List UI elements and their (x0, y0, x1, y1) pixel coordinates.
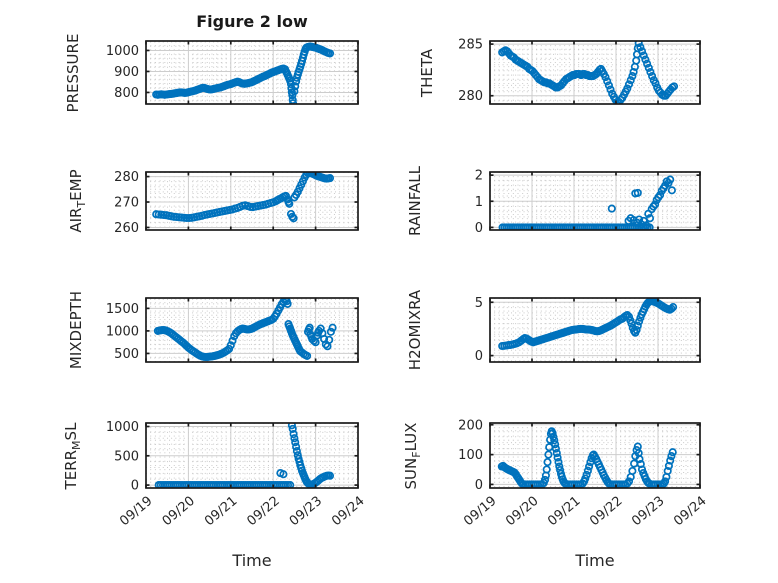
pressure-ytick-label: 800 (114, 86, 139, 101)
rainfall-ytick-labels: 0 1 2 (475, 169, 483, 236)
subplot-sunflux: 0 100 200 09/19 09/20 09/21 09/22 09/23 09/24 (458, 418, 709, 529)
terrmsl-xtick-label: 09/24 (329, 494, 367, 530)
terrmsl-ylabel-part: M (70, 439, 83, 450)
airtemp-axes-frame (145, 171, 359, 231)
sunflux-xtick-labels: 09/19 09/20 09/21 09/22 09/23 09/24 (461, 494, 709, 530)
pressure-ytick-labels: 800 900 1000 (106, 44, 139, 101)
terrmsl-data-markers (154, 423, 335, 488)
sunflux-xtick-label: 09/22 (587, 494, 625, 530)
rainfall-ytick-label: 1 (475, 195, 483, 210)
rainfall-minor-grid (490, 172, 700, 230)
sunflux-ylabel-part: SUN (402, 457, 420, 489)
terrmsl-ytick-labels: 0 500 1000 (106, 420, 139, 494)
terrmsl-axes-frame (145, 422, 359, 489)
subplot-theta: 280 285 (458, 38, 701, 105)
terrmsl-xtick-labels: 09/19 09/20 09/21 09/22 09/23 09/24 (117, 494, 367, 530)
rainfall-ylabel-part: RAINFALL (406, 166, 424, 236)
sunflux-ytick-labels: 0 100 200 (458, 418, 483, 493)
theta-ytick-label: 285 (458, 38, 483, 53)
airtemp-ytick-label: 280 (114, 170, 139, 185)
airtemp-ylabel-part: EMP (67, 169, 85, 201)
terrmsl-ytick-label: 1000 (106, 420, 139, 435)
sunflux-xtick-label: 09/21 (545, 494, 583, 530)
terrmsl-ytick-label: 500 (114, 449, 139, 464)
terrmsl-xtick-label: 09/22 (244, 494, 282, 530)
sunflux-xtick-label: 09/20 (503, 494, 541, 530)
sunflux-ylabel-part: F (410, 450, 423, 458)
mixdepth-ytick-label: 1500 (106, 302, 139, 317)
sunflux-xtick-label: 09/23 (629, 494, 667, 530)
mixdepth-ytick-label: 1000 (106, 324, 139, 339)
rainfall-data-markers (498, 175, 676, 230)
terrmsl-ylabel-part: SL (62, 422, 80, 440)
h2omixra-axes-frame (489, 297, 701, 363)
terrmsl-ytick-label: 0 (131, 479, 139, 494)
sunflux-xtick-label: 09/19 (461, 494, 499, 530)
rainfall-axes-frame (489, 171, 701, 231)
figure-title: Figure 2 low (196, 12, 308, 31)
sunflux-ytick-label: 0 (475, 478, 483, 493)
h2omixra-data-markers (498, 298, 678, 351)
airtemp-ytick-labels: 260 270 280 (114, 170, 139, 236)
mixdepth-ytick-labels: 500 1000 1500 (106, 302, 139, 362)
subplot-pressure: 800 900 1000 (106, 40, 359, 105)
pressure-axes-frame (145, 40, 359, 105)
ylabel-terrmsl: TERRMSL (60, 356, 83, 556)
h2omixra-ytick-label: 5 (475, 296, 483, 311)
rainfall-ytick-label: 2 (475, 169, 483, 184)
mixdepth-axes-frame (145, 297, 359, 363)
terrmsl-xtick-label: 09/19 (117, 494, 155, 530)
airtemp-data-markers (152, 172, 335, 223)
pressure-data-markers (152, 42, 335, 104)
mixdepth-ytick-label: 500 (114, 347, 139, 362)
airtemp-ylabel-part: AIR (67, 207, 85, 233)
sunflux-ylabel-part: LUX (402, 422, 420, 451)
h2omixra-ytick-labels: 05 (475, 296, 483, 364)
sunflux-xtick-label: 09/24 (671, 494, 709, 530)
subplot-terrmsl: 0 500 1000 09/19 09/20 09/21 09/22 09/23 09/24 (106, 420, 368, 529)
sunflux-ytick-label: 100 (458, 448, 483, 463)
terrmsl-xtick-label: 09/20 (160, 494, 198, 530)
airtemp-ylabel-part: T (75, 200, 88, 208)
mixdepth-data-markers (153, 298, 337, 362)
subplot-h2omixra: 05 (475, 296, 701, 364)
theta-ytick-labels: 280 285 (458, 38, 483, 105)
terrmsl-xtick-label: 09/21 (202, 494, 240, 530)
time-axis-label-right: Time (575, 551, 615, 570)
subplot-mixdepth: 500 1000 1500 (106, 297, 359, 363)
pressure-ytick-label: 1000 (106, 44, 139, 59)
terrmsl-xtick-label: 09/23 (287, 494, 325, 530)
pressure-ytick-label: 900 (114, 65, 139, 80)
terrmsl-ylabel-part: TERR (62, 449, 80, 489)
theta-data-markers (498, 41, 679, 104)
subplot-rainfall: 0 1 2 (475, 169, 701, 236)
theta-ytick-label: 280 (458, 89, 483, 104)
ylabel-sunflux: SUNFLUX (400, 356, 423, 556)
airtemp-ytick-label: 270 (114, 196, 139, 211)
airtemp-ytick-label: 260 (114, 221, 139, 236)
h2omixra-ytick-label: 0 (475, 349, 483, 364)
subplot-airtemp: 260 270 280 (114, 170, 359, 236)
theta-axes-frame (489, 40, 701, 105)
sunflux-axes-frame (489, 422, 701, 489)
rainfall-ytick-label: 0 (475, 221, 483, 236)
theta-ylabel-part: THETA (418, 48, 436, 97)
sunflux-ytick-label: 200 (458, 418, 483, 433)
time-axis-label-left: Time (232, 551, 272, 570)
